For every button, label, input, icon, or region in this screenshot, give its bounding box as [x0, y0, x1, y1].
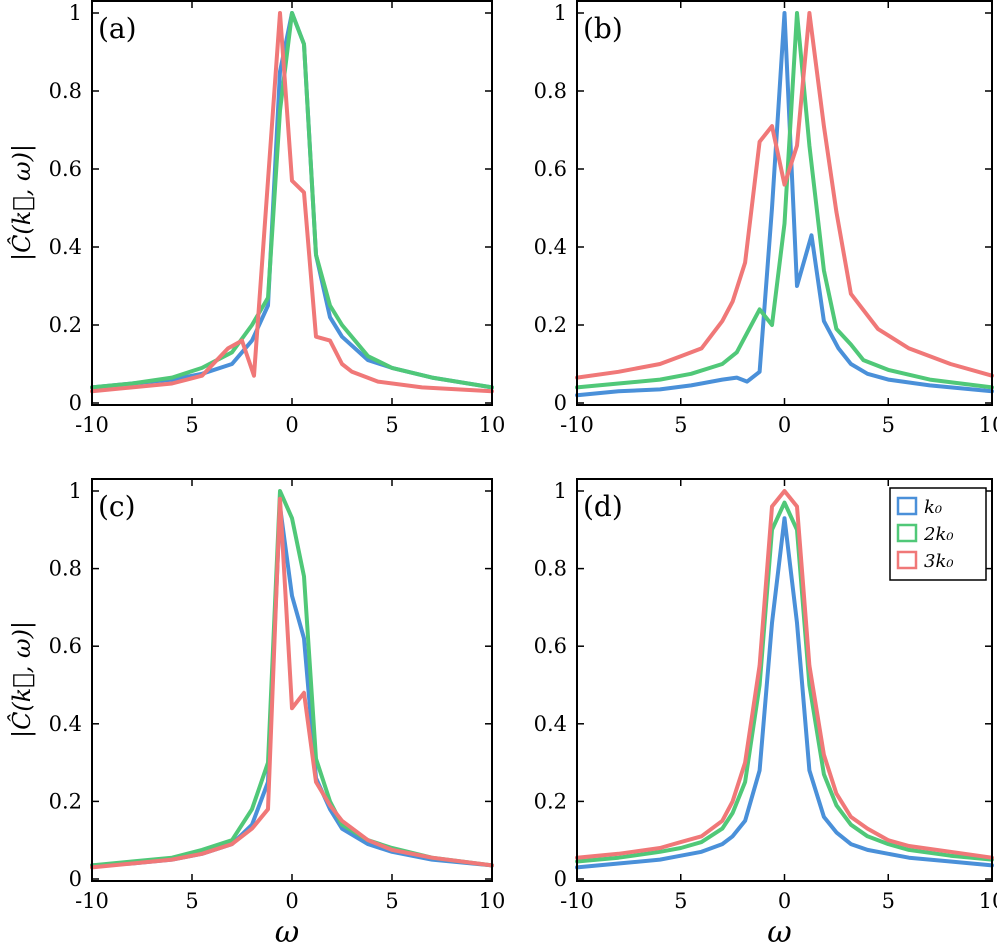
- x-tick-label: 0: [285, 413, 298, 437]
- x-tick-label: 5: [185, 889, 198, 913]
- y-tick-label: 0.6: [534, 634, 567, 658]
- series-line-3k0: [575, 11, 994, 380]
- x-tick-label: 5: [882, 413, 895, 437]
- series-line-3k0: [90, 496, 494, 870]
- panel-label: (d): [583, 490, 623, 523]
- y-tick-label: 0: [554, 867, 567, 891]
- legend-label-3k0: 3k₀: [924, 551, 954, 572]
- x-tick-label: 10: [479, 413, 506, 437]
- y-tick-label: 0.6: [49, 157, 82, 181]
- y-axis-label: |Ĉ(k⃗, ω)|: [7, 621, 37, 738]
- x-tick-label: 10: [979, 413, 997, 437]
- y-tick-label: 0.6: [49, 634, 82, 658]
- panel-d: -10 5 0 5 10 0 0.2 0.4 0.6 0.8 1 (d) ω k₀ 2k₀ 3k₀: [534, 478, 997, 949]
- x-tick-label: 5: [385, 413, 398, 437]
- plot-frame: [91, 0, 493, 406]
- x-tick-label: 0: [778, 413, 791, 437]
- legend-label-k0: k₀: [924, 497, 942, 518]
- panel-c: -10 5 0 5 10 0 0.2 0.4 0.6 0.8 1 (c) |Ĉ(k⃗, ω)| ω: [7, 478, 506, 949]
- y-tick-label: 0: [554, 391, 567, 415]
- x-tick-label: -10: [560, 413, 594, 437]
- series-line-k0: [575, 11, 994, 398]
- y-tick-label: 0.4: [49, 235, 82, 259]
- y-tick-label: 1: [554, 479, 567, 503]
- y-tick-label: 1: [69, 1, 82, 25]
- y-tick-label: 0.6: [534, 157, 567, 181]
- x-tick-label: 10: [979, 889, 997, 913]
- series-line-2k0: [575, 11, 994, 390]
- x-tick-label: 10: [479, 889, 506, 913]
- x-tick-label: 0: [285, 889, 298, 913]
- legend-swatch-k0: [896, 496, 918, 516]
- x-axis-label: ω: [767, 915, 791, 949]
- y-tick-label: 0.2: [49, 313, 82, 337]
- panel-a: -10 5 0 5 10 0 0.2 0.4 0.6 0.8 1 (a) |Ĉ(k⃗, ω)|: [7, 0, 506, 437]
- x-tick-label: 0: [778, 889, 791, 913]
- y-tick-label: 0.8: [534, 557, 567, 581]
- legend-box: [889, 487, 987, 581]
- y-tick-label: 0: [69, 391, 82, 415]
- panel-label: (b): [583, 12, 623, 45]
- x-tick-label: 5: [674, 889, 687, 913]
- series-line-3k0: [90, 11, 494, 394]
- y-tick-label: 0.8: [49, 557, 82, 581]
- panel-label: (c): [98, 490, 136, 523]
- series-line-k0: [90, 11, 494, 390]
- legend-swatch-2k0: [896, 523, 918, 543]
- series-line-k0: [575, 516, 994, 870]
- legend: k₀ 2k₀ 3k₀: [889, 487, 987, 581]
- y-tick-label: 0: [69, 867, 82, 891]
- series-line-2k0: [90, 11, 494, 390]
- y-tick-label: 0.2: [49, 789, 82, 813]
- series-line-2k0: [575, 500, 994, 864]
- y-tick-label: 0.4: [534, 235, 567, 259]
- y-tick-label: 0.8: [534, 79, 567, 103]
- panel-b: -10 5 0 5 10 0 0.2 0.4 0.6 0.8 1 (b): [534, 0, 997, 437]
- y-tick-label: 0.2: [534, 313, 567, 337]
- legend-swatch-3k0: [896, 550, 918, 570]
- y-tick-label: 0.8: [49, 79, 82, 103]
- y-tick-label: 0.2: [534, 789, 567, 813]
- x-tick-label: -10: [75, 413, 109, 437]
- x-axis-label: ω: [275, 915, 299, 949]
- y-tick-label: 1: [69, 479, 82, 503]
- y-tick-label: 0.4: [49, 712, 82, 736]
- y-tick-label: 1: [554, 1, 567, 25]
- x-tick-label: 5: [185, 413, 198, 437]
- x-tick-label: -10: [560, 889, 594, 913]
- x-tick-label: 5: [385, 889, 398, 913]
- y-tick-label: 0.4: [534, 712, 567, 736]
- legend-label-2k0: 2k₀: [923, 524, 954, 545]
- series-line-3k0: [575, 489, 994, 860]
- x-tick-label: 5: [882, 889, 895, 913]
- x-tick-label: -10: [75, 889, 109, 913]
- panel-label: (a): [98, 12, 137, 45]
- y-axis-label: |Ĉ(k⃗, ω)|: [7, 144, 37, 261]
- x-tick-label: 5: [674, 413, 687, 437]
